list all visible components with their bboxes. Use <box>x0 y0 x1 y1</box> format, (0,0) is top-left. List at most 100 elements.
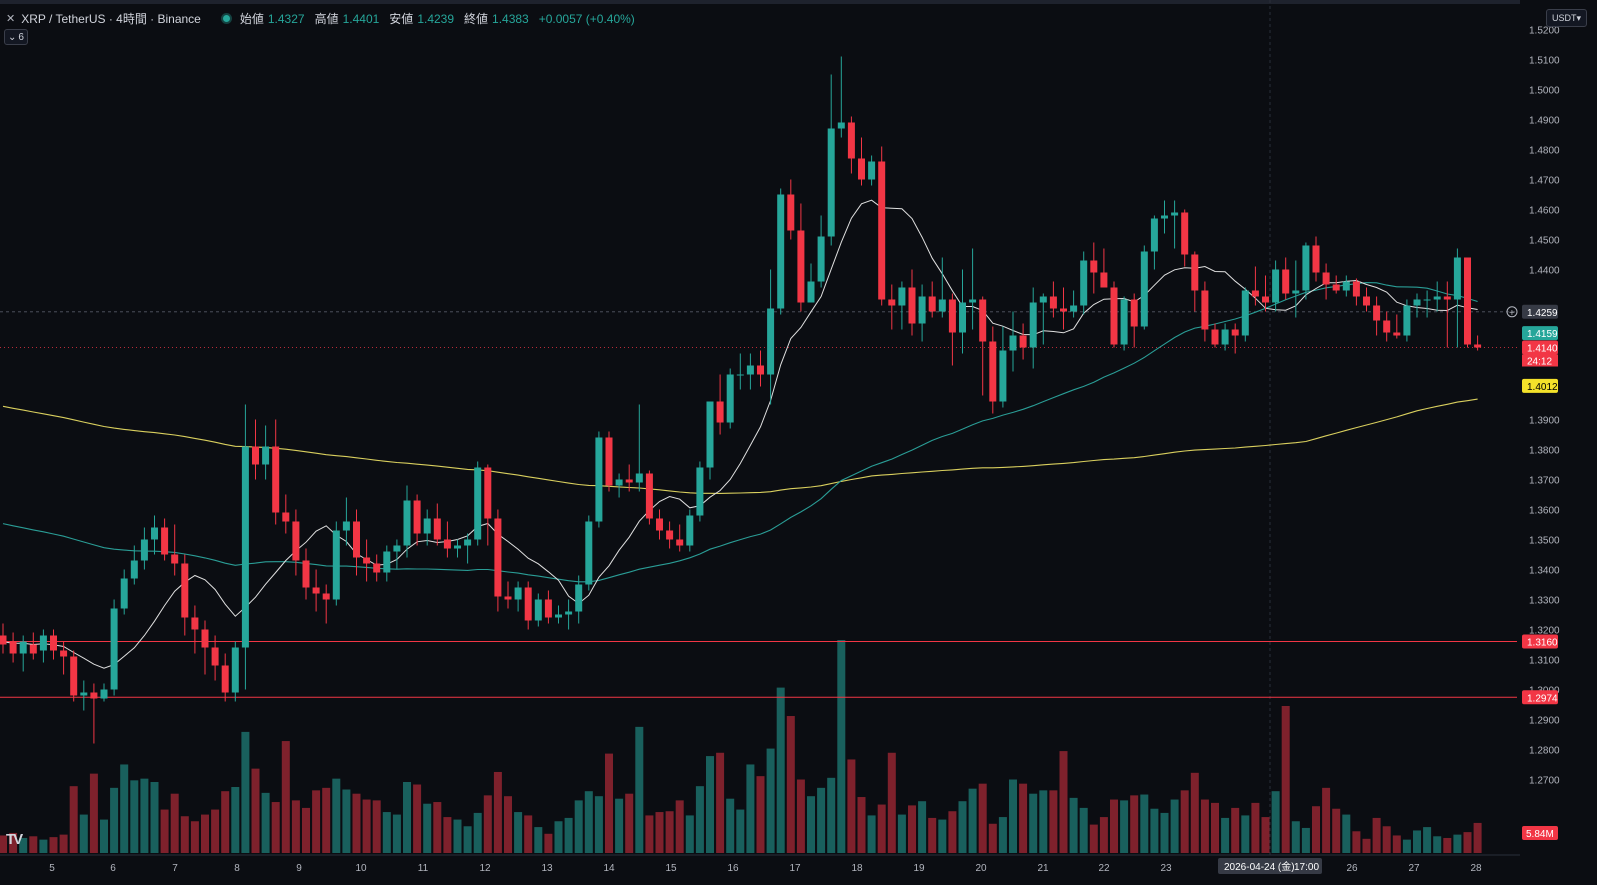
volume-bar <box>120 764 129 853</box>
volume-bar <box>79 814 88 853</box>
candle-body <box>181 563 189 618</box>
volume-bar <box>1110 799 1118 853</box>
candle-body <box>1262 296 1269 303</box>
volume-bar <box>968 788 977 853</box>
volume-bar <box>1099 817 1108 853</box>
candle-body <box>716 401 724 423</box>
candle-body <box>363 557 371 564</box>
candle-body <box>9 641 17 654</box>
volume-bar <box>413 784 422 853</box>
symbol-title[interactable]: XRP / TetherUS · 4時間 · Binance <box>21 12 201 26</box>
candle-body <box>706 401 714 468</box>
volume-bar <box>756 776 765 853</box>
crosshair-time-label: 17:00 <box>1294 862 1319 873</box>
candle-body <box>918 296 926 324</box>
volume-bar <box>716 752 725 853</box>
volume-bar <box>483 795 492 853</box>
price-tick-label: 1.3400 <box>1529 566 1560 577</box>
volume-bar <box>423 803 432 853</box>
volume-bar <box>1039 790 1048 853</box>
candle-body <box>332 530 340 600</box>
volume-bar <box>382 812 391 853</box>
candle-body <box>787 194 795 231</box>
volume-bar <box>302 807 310 853</box>
candle-body <box>443 539 451 549</box>
candle-body <box>1251 290 1259 297</box>
volume-bar <box>1352 831 1361 853</box>
volume-bar <box>504 796 512 853</box>
candle-body <box>322 593 330 600</box>
volume-bar <box>1009 779 1017 853</box>
date-tick-label: 18 <box>851 863 863 874</box>
volume-bar <box>1160 812 1169 853</box>
price-tick-label: 1.3900 <box>1529 416 1560 427</box>
date-tick-label: 5 <box>49 863 55 874</box>
price-axis-bg <box>1520 0 1597 885</box>
candle-body <box>120 578 128 609</box>
moving-averages <box>2 199 1478 669</box>
candle-body <box>544 599 552 618</box>
candle-body <box>726 374 734 423</box>
volume-bar <box>231 787 240 853</box>
volume-bar <box>130 780 139 853</box>
volume-badge: 5.84M <box>1526 829 1554 840</box>
last-price-badge-bg <box>1522 340 1558 355</box>
date-tick-label: 22 <box>1098 863 1110 874</box>
candle-body <box>484 467 492 519</box>
volume-bar <box>160 809 169 853</box>
close-icon[interactable]: ✕ <box>6 13 16 25</box>
candle-body <box>231 647 239 693</box>
volume-bar <box>1089 824 1098 853</box>
volume-bar <box>100 819 108 853</box>
time-axis[interactable]: 5 6 7 8 9 10 11 12 13 14 15 16 17 18 19 20 21 22 23 26 27 28 2… <box>0 854 1520 885</box>
currency-button[interactable]: USDT▾ <box>1545 9 1587 27</box>
volume-bar <box>1342 814 1351 853</box>
high-value: 1.4401 <box>342 11 380 26</box>
volume-bar <box>736 809 745 853</box>
volume-bar <box>1402 839 1411 853</box>
candle-body <box>1352 281 1360 297</box>
volume-bar <box>675 800 684 853</box>
candle-body <box>959 302 966 333</box>
candle-body <box>868 161 876 180</box>
candle-body <box>1211 329 1219 345</box>
volume-bar <box>766 748 775 853</box>
candle-body <box>1150 218 1158 252</box>
volume-bar <box>1200 799 1209 853</box>
candle-body <box>938 299 946 312</box>
last-price-badge-extra-bg <box>1522 354 1558 367</box>
tradingview-logo-icon[interactable]: TV <box>6 831 23 848</box>
candle-body <box>1100 272 1108 288</box>
indicator-toggle-button[interactable]: ⌄ 6 <box>4 29 28 45</box>
volume-bar <box>1241 815 1250 853</box>
close-label: 終値 <box>464 12 489 26</box>
price-tick-label: 1.4700 <box>1529 176 1560 187</box>
date-tick-label: 12 <box>479 863 491 874</box>
ma-short-badge: 1.4159 <box>1527 329 1558 340</box>
price-tick-label: 1.3800 <box>1529 446 1560 457</box>
candle-body <box>1474 344 1482 348</box>
candle-body <box>1363 296 1370 306</box>
candle-body <box>777 194 785 309</box>
candle-body <box>746 365 754 375</box>
date-tick-label: 28 <box>1470 863 1482 874</box>
market-status-icon[interactable] <box>222 15 230 22</box>
candle-body <box>100 689 108 699</box>
volume-bar <box>1251 802 1260 853</box>
close-value: 1.4383 <box>492 11 529 26</box>
candle-body <box>70 656 78 696</box>
volume-bar <box>635 726 644 853</box>
volume-bar <box>433 802 442 853</box>
price-axis[interactable]: 1.5200 1.5100 1.5000 1.4900 1.4800 1.4700 1.46… <box>1506 0 1597 885</box>
candle-body <box>676 539 684 546</box>
volume-bar <box>605 753 613 853</box>
volume-bar <box>594 796 603 853</box>
ma-long-badge: 1.4012 <box>1527 382 1558 393</box>
candle-body <box>282 512 290 522</box>
candle-body <box>29 644 37 654</box>
volume-bar <box>1291 821 1300 853</box>
volume-bar <box>1382 826 1391 853</box>
candle-body <box>1060 308 1067 312</box>
candle-body <box>736 374 744 376</box>
